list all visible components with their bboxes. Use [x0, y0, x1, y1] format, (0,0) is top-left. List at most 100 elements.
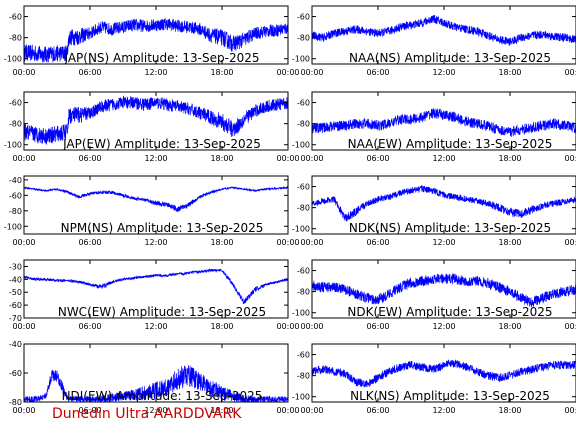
- y-tick-label: -80: [297, 120, 310, 129]
- y-tick-label: -80: [297, 204, 310, 213]
- y-tick-label: -60: [297, 99, 310, 108]
- x-tick-label: 06:00: [366, 406, 389, 415]
- x-tick-label: 18:00: [210, 322, 233, 331]
- panel-title: JAP(NS) Amplitude: 13-Sep-2025: [64, 51, 260, 65]
- y-tick-label: -70: [9, 314, 22, 323]
- x-tick-label: 18:00: [210, 154, 233, 163]
- x-tick-label: 12:00: [432, 322, 455, 331]
- y-tick-label: -80: [9, 207, 22, 216]
- x-tick-label: 12:00: [432, 238, 455, 247]
- chart-panel-5: -40 -60 -80 -100 00:00 06:00 12:00 18:00 00:00 NP…: [4, 175, 300, 247]
- y-tick-label: -100: [292, 309, 310, 318]
- x-tick-label: 06:00: [78, 406, 101, 415]
- x-tick-label: 18:00: [210, 406, 233, 415]
- series-trace: [24, 95, 288, 145]
- y-tick-label: -60: [9, 99, 22, 108]
- series-trace: [312, 359, 576, 388]
- y-tick-label: -60: [9, 301, 22, 310]
- x-tick-label: 06:00: [366, 154, 389, 163]
- y-tick-label: -40: [9, 176, 22, 185]
- y-tick-label: -100: [292, 141, 310, 150]
- x-tick-label: 00:00: [276, 154, 299, 163]
- x-tick-label: 18:00: [498, 68, 521, 77]
- y-tick-label: -100: [292, 55, 310, 64]
- x-tick-label: 00:00: [12, 322, 35, 331]
- y-tick-label: -100: [4, 141, 22, 150]
- chart-panel-1: -60 -80 -100 00:00 06:00 12:00 18:00 00:00 JAP(N…: [4, 5, 300, 77]
- series-trace: [312, 272, 576, 308]
- y-tick-label: -40: [9, 340, 22, 349]
- x-tick-label: 12:00: [144, 238, 167, 247]
- y-tick-label: -60: [297, 267, 310, 276]
- series-trace: [312, 184, 576, 222]
- x-tick-label: 00:00: [12, 154, 35, 163]
- series-trace: [24, 185, 288, 213]
- y-tick-label: -30: [9, 262, 22, 271]
- x-tick-label: 06:00: [78, 238, 101, 247]
- x-tick-label: 12:00: [432, 154, 455, 163]
- chart-panel-4: -60 -80 -100 00:00 06:00 12:00 18:00 00:00 NAA(E…: [292, 91, 576, 163]
- x-tick-label: 12:00: [432, 406, 455, 415]
- panel-title: NDK(NS) Amplitude: 13-Sep-2025: [349, 221, 551, 235]
- y-tick-label: -60: [297, 183, 310, 192]
- x-tick-label: 18:00: [498, 406, 521, 415]
- panel-title: NWC(EW) Amplitude: 13-Sep-2025: [58, 305, 266, 319]
- x-tick-label: 00:00: [276, 322, 299, 331]
- x-tick-label: 00:00: [300, 68, 323, 77]
- y-tick-label: -80: [297, 34, 310, 43]
- x-tick-label: 06:00: [366, 322, 389, 331]
- panel-title: NPM(NS) Amplitude: 13-Sep-2025: [61, 221, 264, 235]
- series-trace: [312, 14, 576, 46]
- y-tick-label: -60: [9, 191, 22, 200]
- x-tick-label: 00:00: [12, 68, 35, 77]
- x-tick-label: 18:00: [498, 154, 521, 163]
- footer-caption: Dunedin Ultra AARDDVARK: [52, 406, 242, 422]
- y-tick-label: -80: [297, 372, 310, 381]
- x-tick-label: 06:00: [78, 154, 101, 163]
- x-tick-label: 06:00: [366, 238, 389, 247]
- y-tick-label: -100: [292, 393, 310, 402]
- chart-panel-8: -60 -80 -100 00:00 06:00 12:00 18:00 00:00 NDK(E…: [292, 259, 576, 331]
- y-tick-label: -60: [9, 13, 22, 22]
- y-tick-label: -80: [297, 288, 310, 297]
- x-tick-label: 00:00: [276, 406, 299, 415]
- y-tick-label: -80: [9, 34, 22, 43]
- series-trace: [312, 107, 576, 138]
- x-tick-label: 18:00: [498, 322, 521, 331]
- x-tick-label: 00:00: [564, 322, 576, 331]
- y-tick-label: -60: [9, 369, 22, 378]
- panel-title: NLK(NS) Amplitude: 13-Sep-2025: [350, 389, 550, 403]
- x-tick-label: 00:00: [276, 238, 299, 247]
- y-tick-label: -40: [9, 275, 22, 284]
- x-tick-label: 00:00: [276, 68, 299, 77]
- y-tick-label: -100: [4, 55, 22, 64]
- x-tick-label: 18:00: [498, 238, 521, 247]
- panel-title: NAA(NS) Amplitude: 13-Sep-2025: [349, 51, 551, 65]
- y-tick-label: -80: [9, 120, 22, 129]
- x-tick-label: 12:00: [144, 154, 167, 163]
- x-tick-label: 06:00: [78, 68, 101, 77]
- x-tick-label: 00:00: [300, 406, 323, 415]
- y-tick-label: -50: [9, 288, 22, 297]
- x-tick-label: 18:00: [210, 238, 233, 247]
- x-tick-label: 00:00: [300, 154, 323, 163]
- y-tick-label: -60: [297, 351, 310, 360]
- panel-title: NDK(EW) Amplitude: 13-Sep-2025: [347, 305, 552, 319]
- x-tick-label: 12:00: [144, 68, 167, 77]
- panel-title: JAP(EW) Amplitude: 13-Sep-2025: [62, 137, 261, 151]
- x-tick-label: 12:00: [432, 68, 455, 77]
- x-tick-label: 12:00: [144, 322, 167, 331]
- x-tick-label: 00:00: [12, 406, 35, 415]
- y-tick-label: -100: [4, 222, 22, 231]
- x-tick-label: 00:00: [564, 68, 576, 77]
- chart-panel-2: -60 -80 -100 00:00 06:00 12:00 18:00 00:00 NAA(N…: [292, 5, 576, 77]
- x-tick-label: 00:00: [12, 238, 35, 247]
- x-tick-label: 00:00: [300, 322, 323, 331]
- x-tick-label: 00:00: [564, 154, 576, 163]
- chart-panel-3: -60 -80 -100 00:00 06:00 12:00 18:00 00:00 JAP(E…: [4, 91, 300, 163]
- x-tick-label: 00:00: [564, 238, 576, 247]
- series-trace: [24, 267, 288, 304]
- x-tick-label: 18:00: [210, 68, 233, 77]
